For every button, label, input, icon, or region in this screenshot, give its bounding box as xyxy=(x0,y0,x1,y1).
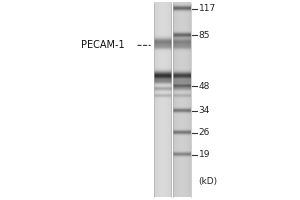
Text: 19: 19 xyxy=(199,150,210,159)
Text: PECAM-1: PECAM-1 xyxy=(81,40,125,50)
Text: 26: 26 xyxy=(199,128,210,137)
Text: 34: 34 xyxy=(199,106,210,115)
Text: 85: 85 xyxy=(199,31,210,40)
Text: 117: 117 xyxy=(199,4,216,13)
Text: (kD): (kD) xyxy=(199,177,218,186)
Text: 48: 48 xyxy=(199,82,210,91)
